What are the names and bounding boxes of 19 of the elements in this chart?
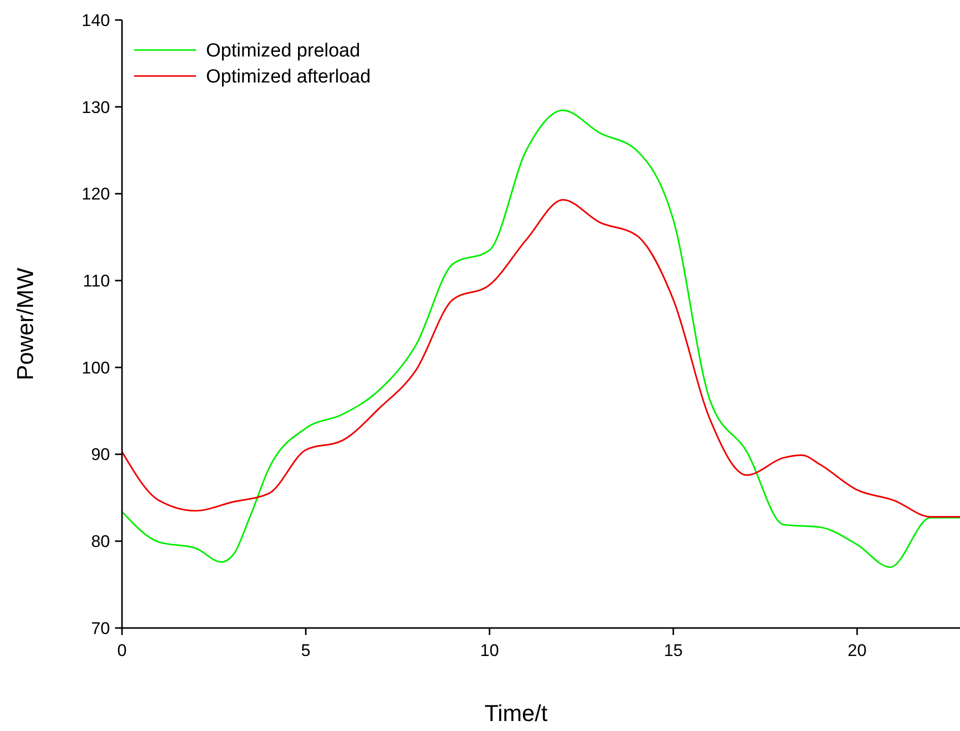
line-series [122,198,960,518]
y-tick-label: 100 [82,358,110,378]
line-series [122,110,960,568]
y-axis-title: Power/MW [12,267,38,380]
y-tick-label: 110 [82,272,110,291]
legend-label: Optimized preload [206,40,360,62]
y-tick-label: 120 [82,184,110,204]
x-tick-label: 20 [848,641,867,660]
y-tick-label: 140 [82,10,110,30]
x-tick-label: 15 [664,641,683,660]
y-tick-label: 80 [91,532,110,552]
y-tick-label: 70 [91,618,110,638]
y-tick-label: 130 [82,98,110,117]
y-tick-label: 90 [91,445,110,464]
legend-label: Optimized afterload [206,66,371,88]
x-axis-title: Time/t [484,700,548,726]
x-tick-label: 0 [117,641,127,660]
x-tick-label: 5 [301,641,311,660]
x-tick-label: 10 [480,641,500,660]
